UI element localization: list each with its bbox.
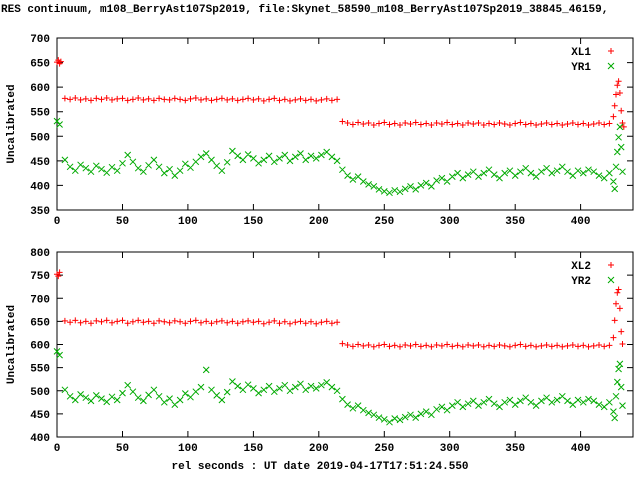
tick-label: 200 — [309, 216, 329, 228]
chart-title: RES continuum, m108_BerryAst107Sp2019, f… — [1, 4, 609, 16]
tick-label: 100 — [178, 216, 198, 228]
legend-label-YR2: YR2 — [571, 276, 591, 288]
tick-label: 0 — [54, 216, 61, 228]
tick-label: 150 — [243, 443, 263, 455]
tick-label: 400 — [30, 433, 50, 445]
legend-label-XL2: XL2 — [571, 261, 591, 273]
series-XL2 — [54, 269, 626, 350]
tick-label: 600 — [30, 341, 50, 353]
tick-label: 750 — [30, 271, 50, 283]
tick-label: 650 — [30, 59, 50, 71]
series-XL1 — [54, 57, 627, 130]
tick-label: 300 — [440, 443, 460, 455]
tick-label: 350 — [505, 216, 525, 228]
tick-label: 400 — [571, 443, 591, 455]
tick-label: 250 — [374, 216, 394, 228]
tick-label: 500 — [30, 132, 50, 144]
tick-label: 500 — [30, 387, 50, 399]
tick-label: 350 — [30, 206, 50, 218]
tick-label: 700 — [30, 34, 50, 46]
tick-label: 50 — [116, 443, 129, 455]
series-YR1 — [53, 117, 626, 197]
series-YR2 — [53, 348, 626, 426]
tick-label: 450 — [30, 410, 50, 422]
tick-label: 350 — [505, 443, 525, 455]
tick-label: 650 — [30, 317, 50, 329]
tick-label: 150 — [243, 216, 263, 228]
legend-label-YR1: YR1 — [571, 62, 591, 74]
tick-label: 300 — [440, 216, 460, 228]
tick-label: 700 — [30, 294, 50, 306]
plot-border — [56, 37, 634, 211]
tick-label: 200 — [309, 443, 329, 455]
tick-label: 100 — [178, 443, 198, 455]
tick-label: 250 — [374, 443, 394, 455]
panel-1: 350 400 450 500 550 600 650 700 0 50 100 150 200 250 3… — [6, 34, 634, 228]
legend-marker-XL2 — [608, 262, 614, 268]
tick-label: 400 — [30, 181, 50, 193]
legend-marker-YR1 — [607, 62, 615, 70]
tick-label: 800 — [30, 248, 50, 260]
tick-label: 550 — [30, 364, 50, 376]
tick-label: 50 — [116, 216, 129, 228]
panel-2: 400 450 500 550 600 650 700 750 800 0 50 100 150 200 2… — [6, 248, 634, 455]
y-axis-title: Uncalibrated — [6, 305, 18, 384]
tick-label: 600 — [30, 83, 50, 95]
tick-label: 550 — [30, 108, 50, 120]
tick-label: 0 — [54, 443, 61, 455]
legend-marker-YR2 — [607, 276, 615, 284]
tick-label: 450 — [30, 157, 50, 169]
y-axis-title: Uncalibrated — [6, 84, 18, 163]
x-axis-label: rel seconds : UT date 2019-04-17T17:51:2… — [171, 461, 469, 473]
legend-marker-XL1 — [608, 48, 614, 54]
tick-label: 400 — [571, 216, 591, 228]
legend-label-XL1: XL1 — [571, 47, 591, 59]
